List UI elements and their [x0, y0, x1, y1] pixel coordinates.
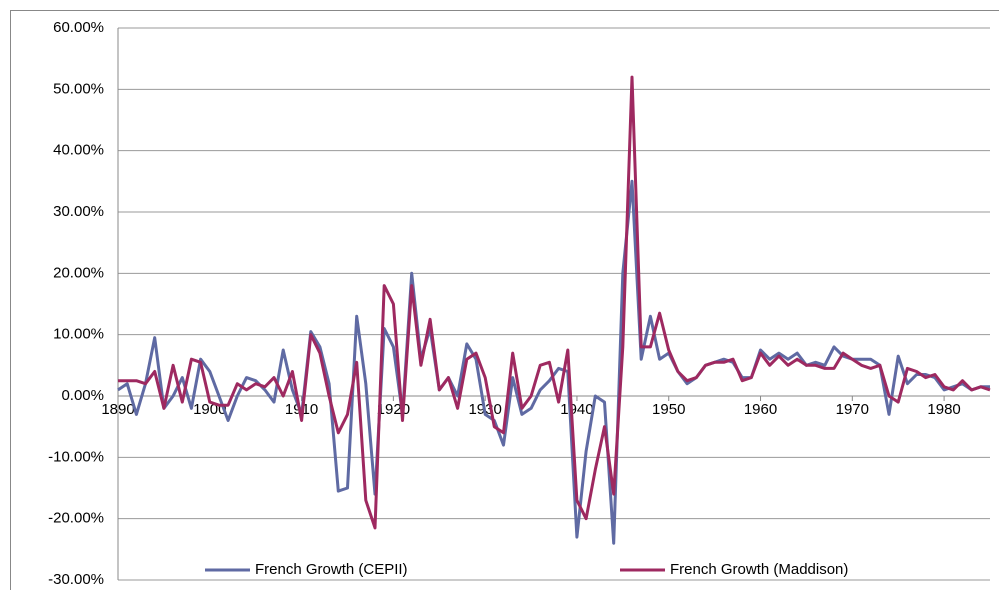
x-tick-label: 1980: [927, 401, 960, 418]
y-tick-label: 10.00%: [53, 326, 104, 343]
y-tick-label: 60.00%: [53, 19, 104, 36]
legend-label: French Growth (CEPII): [255, 561, 408, 578]
line-series: [118, 75, 991, 530]
x-tick-label: 1970: [836, 401, 869, 418]
y-tick-label: -20.00%: [48, 510, 104, 527]
y-tick-label: -30.00%: [48, 571, 104, 588]
x-tick-label: 1950: [652, 401, 685, 418]
line-series: [117, 179, 990, 545]
y-tick-label: 40.00%: [53, 142, 104, 159]
y-tick-label: 50.00%: [53, 80, 104, 97]
x-tick-label: 1960: [744, 401, 777, 418]
y-tick-label: -10.00%: [48, 448, 104, 465]
x-tick-label: 1940: [560, 401, 593, 418]
legend-label: French Growth (Maddison): [670, 561, 848, 578]
y-tick-label: 0.00%: [61, 387, 104, 404]
chart-frame: [10, 10, 999, 590]
y-tick-label: 30.00%: [53, 203, 104, 220]
y-tick-label: 20.00%: [53, 264, 104, 281]
x-tick-label: 1890: [101, 401, 134, 418]
